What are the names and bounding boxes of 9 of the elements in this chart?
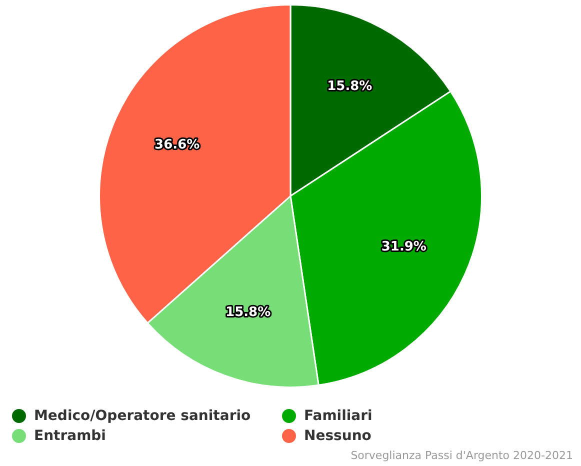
data-label: 31.9%: [381, 239, 426, 254]
legend-label: Nessuno: [304, 428, 372, 444]
data-label: 15.8%: [226, 305, 271, 320]
data-label: 15.8%: [327, 79, 372, 94]
text: Sorveglianza Passi d'Argento 2020-2021: [350, 449, 573, 462]
legend-label: Familiari: [304, 408, 372, 424]
legend-label: Entrambi: [34, 428, 106, 444]
legend-label: Medico/Operatore sanitario: [34, 408, 251, 424]
data-label: 36.6%: [154, 137, 200, 152]
